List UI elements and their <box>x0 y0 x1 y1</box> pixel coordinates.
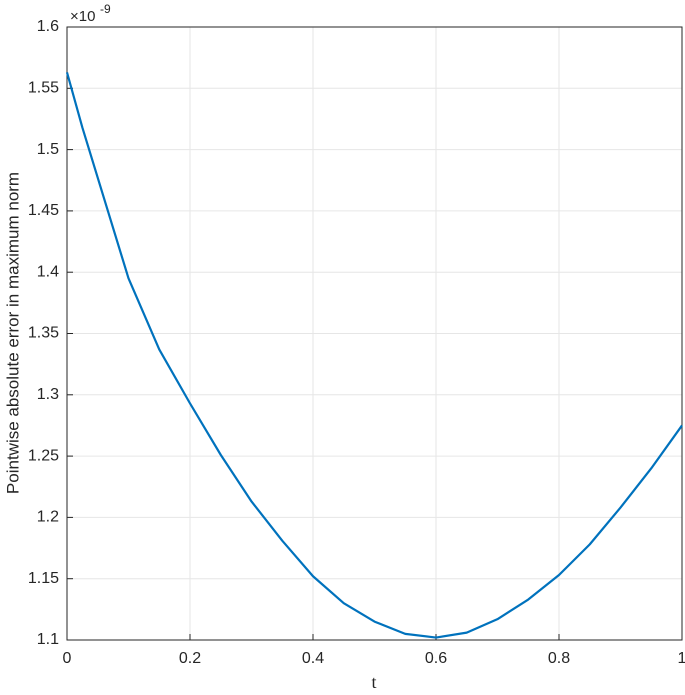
y-tick-label: 1.45 <box>28 202 59 219</box>
x-tick-label: 0 <box>63 650 72 667</box>
y-tick-label: 1.6 <box>37 18 59 35</box>
x-axis-label: t <box>371 672 376 692</box>
x-tick-label: 1 <box>678 650 685 667</box>
y-tick-label: 1.55 <box>28 80 59 97</box>
y-tick-label: 1.3 <box>37 386 59 403</box>
x-tick-label: 0.4 <box>302 650 324 667</box>
y-tick-label: 1.5 <box>37 141 59 158</box>
data-line <box>65 72 683 639</box>
y-axis-label: Pointwise absolute error in maximum norm <box>3 172 22 494</box>
y-exponent-base: ×10 <box>70 8 95 25</box>
y-tick-label: 1.2 <box>37 509 59 526</box>
x-tick-label: 0.6 <box>425 650 447 667</box>
y-tick-label: 1.25 <box>28 447 59 464</box>
y-exponent: -9 <box>100 2 111 16</box>
y-tick-label: 1.35 <box>28 325 59 342</box>
y-tick-label: 1.4 <box>37 263 59 280</box>
y-tick-label: 1.15 <box>28 570 59 587</box>
x-tick-label: 0.8 <box>548 650 570 667</box>
x-tick-label: 0.2 <box>179 650 201 667</box>
plot-frame <box>66 26 683 641</box>
y-tick-label: 1.1 <box>37 631 59 648</box>
